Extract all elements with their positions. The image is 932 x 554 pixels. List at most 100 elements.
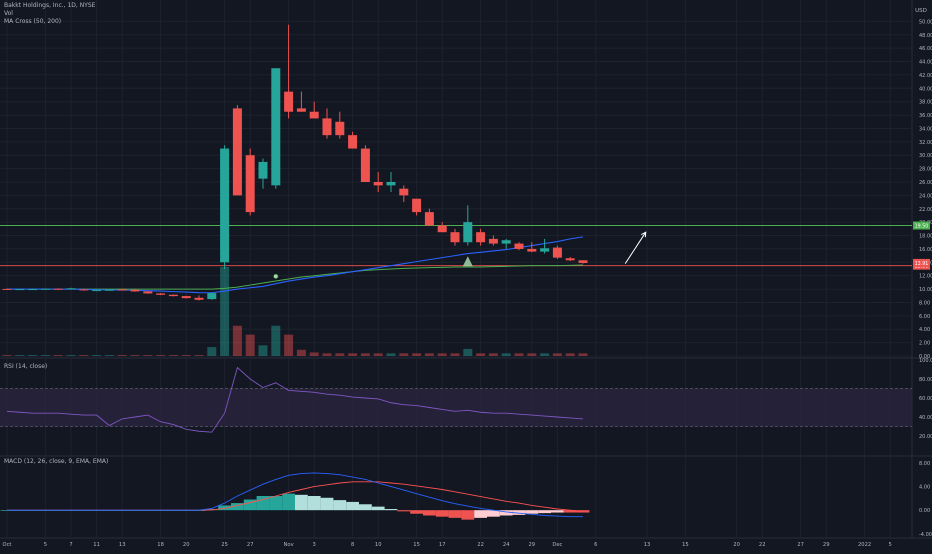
- x-tick-label: Nov: [284, 542, 294, 548]
- price-tick-label: 40.00: [919, 86, 932, 92]
- candle-body: [284, 91, 294, 112]
- x-tick-label: 5: [44, 542, 47, 548]
- level-label-box: [913, 221, 930, 230]
- candle-body: [373, 182, 383, 186]
- macd-legend-label[interactable]: MACD (12, 26, close, 9, EMA, EMA): [4, 458, 109, 465]
- candle-body: [271, 68, 281, 186]
- macd-histogram-bar: [538, 510, 551, 514]
- volume-bar: [284, 334, 294, 356]
- volume-bar: [181, 355, 191, 356]
- x-tick-label: 5: [889, 542, 892, 548]
- price-tick-label: 44.00: [919, 60, 932, 66]
- macd-legend: MACD (12, 26, close, 9, EMA, EMA): [4, 458, 108, 466]
- x-tick-label: 29: [528, 542, 535, 548]
- macd-histogram-bar: [461, 510, 475, 520]
- candle-body: [360, 148, 370, 182]
- volume-bar: [117, 355, 127, 356]
- macd-histogram-bar: [218, 505, 231, 511]
- candle-body: [53, 288, 63, 290]
- volume-legend[interactable]: Vol: [4, 10, 13, 17]
- macd-histogram-bar: [435, 510, 449, 517]
- x-tick-label: 17: [439, 542, 446, 548]
- rsi-tick-label: 80.00: [919, 377, 932, 383]
- candle-body: [232, 108, 242, 196]
- candle-body: [2, 288, 12, 290]
- price-tick-label: 26.00: [919, 180, 932, 186]
- ma-cross-marker: [273, 273, 279, 279]
- volume-bar: [360, 353, 370, 356]
- macd-tick-label: 4.00: [919, 485, 930, 491]
- volume-bar: [207, 347, 217, 356]
- x-tick-label: 8: [351, 542, 354, 548]
- candle-body: [335, 121, 345, 136]
- macd-histogram-bar: [397, 510, 411, 512]
- macd-pane[interactable]: [0, 472, 590, 520]
- macd-histogram-bar: [295, 494, 308, 511]
- macd-line: [7, 472, 583, 518]
- x-tick-label: 25: [221, 542, 228, 548]
- candle-body: [15, 289, 25, 291]
- macd-histogram-bar: [346, 501, 359, 511]
- volume-bar: [92, 355, 102, 356]
- macd-histogram-bar: [243, 499, 257, 511]
- rsi-pane[interactable]: [0, 366, 912, 433]
- price-tick-label: 50.00: [919, 19, 932, 25]
- level-label: 19.50: [915, 224, 929, 230]
- volume-bar: [348, 353, 358, 356]
- currency-label: USD: [915, 8, 927, 14]
- x-tick-label: 3: [313, 542, 316, 548]
- volume-bar: [245, 334, 255, 356]
- price-pane[interactable]: [0, 24, 912, 356]
- candle-body: [540, 248, 550, 252]
- candle-body: [309, 111, 319, 119]
- volume-bar: [309, 352, 319, 356]
- candle-body: [514, 243, 524, 249]
- price-tick-label: 12.00: [919, 274, 932, 280]
- volume-bar: [53, 355, 63, 356]
- ma-cross-legend[interactable]: MA Cross (50, 200): [4, 18, 62, 25]
- x-tick-label: 15: [682, 542, 689, 548]
- x-tick-label: 7: [69, 542, 72, 548]
- x-tick-label: Oct: [3, 542, 12, 548]
- macd-histogram-bar: [307, 496, 321, 511]
- x-tick-label: 6: [594, 542, 597, 548]
- triangle-up-marker: [462, 256, 473, 267]
- volume-bar: [220, 267, 230, 356]
- price-tick-label: 30.00: [919, 153, 932, 159]
- volume-bar: [258, 345, 268, 356]
- rsi-tick-label: 40.00: [919, 415, 932, 421]
- candle-body: [552, 247, 562, 258]
- candle-body: [348, 135, 358, 149]
- x-tick-label: 18: [157, 542, 164, 548]
- macd-histogram-bar: [384, 509, 398, 511]
- candle-body: [156, 293, 166, 295]
- price-tick-label: 10.00: [919, 287, 932, 293]
- grid: [0, 0, 932, 539]
- macd-tick-label: 8.00: [919, 461, 930, 467]
- volume-bar: [552, 353, 562, 356]
- symbol-title[interactable]: Bakkt Holdings, Inc., 1D, NYSE: [4, 2, 96, 9]
- volume-bar: [232, 325, 242, 356]
- volume-bar: [476, 353, 486, 356]
- price-legend: Bakkt Holdings, Inc., 1D, NYSE Vol MA Cr…: [4, 2, 95, 26]
- macd-histogram-bar: [359, 504, 372, 511]
- x-tick-label: 22: [477, 542, 484, 548]
- candle-body: [578, 260, 588, 263]
- rsi-legend-label[interactable]: RSI (14, close): [4, 363, 48, 370]
- macd-histogram-bar: [282, 493, 295, 511]
- candle-body: [399, 188, 409, 196]
- ma-fast-line: [7, 236, 584, 294]
- x-tick-label: 29: [823, 542, 830, 548]
- volume-bar: [578, 353, 588, 356]
- macd-histogram-bar: [231, 503, 244, 511]
- volume-bar: [194, 355, 204, 356]
- price-tick-label: 4.00: [919, 327, 930, 333]
- x-tick-label: 24: [503, 542, 510, 548]
- candle-body: [104, 289, 114, 291]
- volume-bar: [66, 355, 76, 356]
- volume-bar: [540, 353, 550, 356]
- volume-bar: [565, 353, 575, 356]
- volume-bar: [463, 348, 473, 356]
